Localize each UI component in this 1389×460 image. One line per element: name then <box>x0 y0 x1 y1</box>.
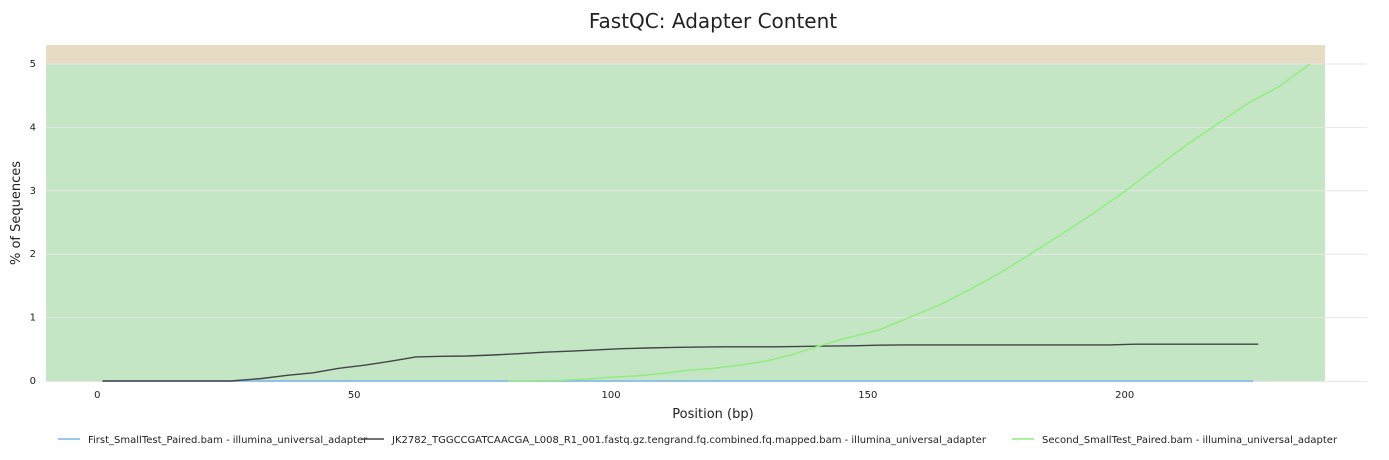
y-tick-label: 3 <box>30 186 36 197</box>
legend-label-series-2: JK2782_TGGCCGATCAACGA_L008_R1_001.fastq.… <box>391 435 987 446</box>
background-bands <box>46 45 1325 382</box>
y-tick-label: 4 <box>30 122 36 133</box>
x-tick-label: 150 <box>858 390 877 401</box>
series-line-3 <box>508 63 1311 382</box>
x-tick-label: 0 <box>94 390 100 401</box>
chart-title: FastQC: Adapter Content <box>589 9 837 33</box>
x-tick-label: 50 <box>348 390 361 401</box>
series-line-2 <box>102 343 1259 382</box>
background-band-1 <box>46 64 1325 382</box>
legend-item[interactable]: Second_SmallTest_Paired.bam - illumina_u… <box>1012 435 1338 446</box>
legend-item[interactable]: JK2782_TGGCCGATCAACGA_L008_R1_001.fastq.… <box>362 435 987 446</box>
legend: First_SmallTest_Paired.bam - illumina_un… <box>58 435 1338 446</box>
x-tick-label: 200 <box>1115 390 1134 401</box>
y-tick-label: 2 <box>30 249 36 260</box>
background-band-2 <box>46 45 1325 65</box>
x-tick-label: 100 <box>601 390 620 401</box>
y-tick-label: 1 <box>30 313 36 324</box>
y-tick-label: 5 <box>30 59 36 70</box>
legend-label-series-1: First_SmallTest_Paired.bam - illumina_un… <box>88 435 368 446</box>
series-lines <box>102 63 1311 382</box>
y-axis-label: % of Sequences <box>9 161 24 265</box>
x-axis-label: Position (bp) <box>672 407 753 422</box>
y-tick-label: 0 <box>30 376 36 387</box>
legend-label-series-3: Second_SmallTest_Paired.bam - illumina_u… <box>1042 435 1338 446</box>
legend-item[interactable]: First_SmallTest_Paired.bam - illumina_un… <box>58 435 368 446</box>
